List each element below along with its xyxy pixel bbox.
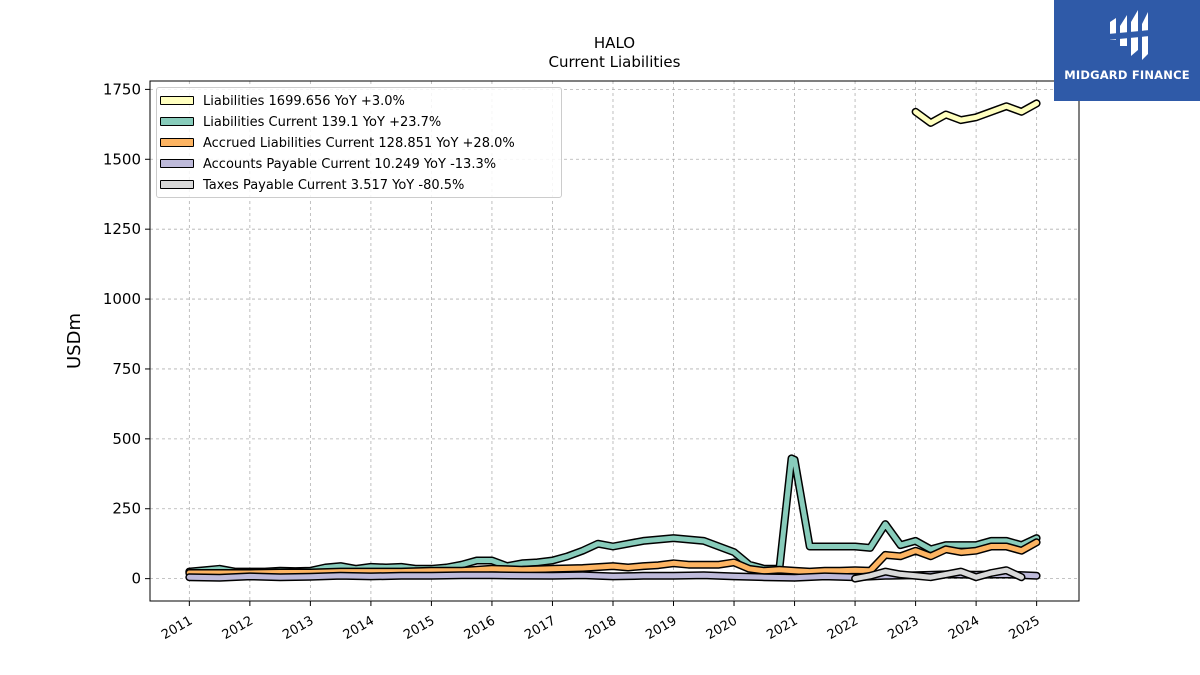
legend-label-taxes-payable: Taxes Payable Current 3.517 YoY -80.5% bbox=[203, 177, 465, 193]
legend-swatch-accrued-liabilities bbox=[160, 138, 194, 147]
x-tick-label: 2020 bbox=[704, 613, 740, 643]
x-tick-label: 2024 bbox=[946, 613, 982, 643]
legend-swatch-liabilities-current bbox=[160, 117, 194, 126]
y-tick-label: 1250 bbox=[103, 220, 141, 238]
series-line-4 bbox=[851, 566, 1026, 583]
y-tick-label: 500 bbox=[112, 430, 141, 448]
chart-title: HALO bbox=[594, 34, 635, 52]
series-stroke-1 bbox=[186, 455, 1040, 575]
legend: Liabilities 1699.656 YoY +3.0% Liabiliti… bbox=[156, 87, 562, 198]
series-line-1 bbox=[185, 454, 1041, 576]
series-stroke-0 bbox=[913, 100, 1040, 126]
legend-swatch-accounts-payable bbox=[160, 159, 194, 168]
x-axis: 2011 2012 2013 2014 2015 2016 2017 2018 2019 2020… bbox=[159, 601, 1043, 643]
x-tick-label: 2013 bbox=[280, 613, 316, 643]
brand-name: MIDGARD FINANCE bbox=[1064, 68, 1190, 82]
x-tick-label: 2019 bbox=[643, 613, 679, 643]
y-axis: 0 250 500 750 1000 1250 1500 1750 bbox=[103, 80, 150, 588]
x-tick-label: 2023 bbox=[885, 613, 921, 643]
x-tick-label: 2022 bbox=[825, 613, 861, 643]
x-tick-label: 2017 bbox=[522, 613, 558, 643]
series-stroke-2 bbox=[186, 539, 1040, 576]
series-line-0 bbox=[911, 99, 1041, 127]
x-tick-label: 2014 bbox=[341, 613, 377, 643]
x-tick-label: 2021 bbox=[764, 613, 800, 643]
x-tick-label: 2012 bbox=[220, 613, 256, 643]
y-tick-label: 1000 bbox=[103, 290, 141, 308]
axes-frame bbox=[149, 80, 1080, 602]
legend-label-liabilities: Liabilities 1699.656 YoY +3.0% bbox=[203, 93, 405, 109]
brand-logo: MIDGARD FINANCE bbox=[1054, 0, 1200, 101]
series-stroke-4 bbox=[852, 567, 1024, 582]
legend-label-liabilities-current: Liabilities Current 139.1 YoY +23.7% bbox=[203, 114, 442, 130]
y-axis-label: USDm bbox=[64, 313, 85, 369]
x-tick-label: 2016 bbox=[462, 613, 498, 643]
legend-swatch-taxes-payable bbox=[160, 180, 194, 189]
x-tick-label: 2025 bbox=[1006, 613, 1042, 643]
x-tick-label: 2011 bbox=[159, 613, 195, 643]
legend-label-accrued-liabilities: Accrued Liabilities Current 128.851 YoY … bbox=[203, 135, 515, 151]
grid-lines bbox=[150, 81, 1079, 601]
y-tick-label: 250 bbox=[112, 500, 141, 518]
series-layer bbox=[185, 99, 1041, 583]
x-tick-label: 2015 bbox=[401, 613, 437, 643]
y-tick-label: 0 bbox=[131, 570, 141, 588]
legend-swatch-liabilities bbox=[160, 96, 194, 105]
y-tick-label: 1750 bbox=[103, 80, 141, 98]
x-tick-label: 2018 bbox=[583, 613, 619, 643]
brand-mark-icon bbox=[1108, 10, 1150, 60]
chart-subtitle: Current Liabilities bbox=[549, 53, 681, 71]
series-line-2 bbox=[185, 538, 1041, 577]
y-tick-label: 750 bbox=[112, 360, 141, 378]
y-tick-label: 1500 bbox=[103, 150, 141, 168]
legend-label-accounts-payable: Accounts Payable Current 10.249 YoY -13.… bbox=[203, 156, 497, 172]
